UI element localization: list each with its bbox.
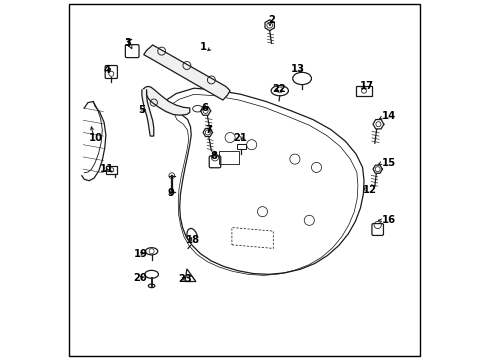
Text: 22: 22: [272, 84, 286, 94]
PathPatch shape: [143, 45, 230, 100]
Text: 15: 15: [381, 158, 395, 168]
Text: 12: 12: [363, 185, 377, 195]
Text: 5: 5: [138, 105, 145, 115]
Text: 7: 7: [204, 125, 211, 135]
Text: 8: 8: [210, 150, 217, 161]
Bar: [355, 86, 371, 96]
Text: 4: 4: [103, 65, 110, 75]
Text: 18: 18: [186, 235, 200, 246]
Text: 10: 10: [89, 132, 103, 143]
Text: 16: 16: [381, 215, 395, 225]
Text: 1: 1: [199, 42, 206, 52]
Text: 9: 9: [167, 188, 174, 198]
Bar: [106, 166, 117, 174]
PathPatch shape: [142, 89, 153, 136]
Text: 14: 14: [381, 111, 395, 121]
Text: 11: 11: [100, 164, 114, 174]
Text: 19: 19: [133, 249, 147, 259]
Text: 6: 6: [201, 103, 208, 113]
PathPatch shape: [142, 86, 189, 115]
Text: 17: 17: [359, 81, 373, 91]
Text: 3: 3: [124, 38, 131, 48]
Bar: [236, 144, 245, 149]
Text: 23: 23: [178, 274, 191, 284]
Text: 2: 2: [267, 15, 274, 25]
Text: 21: 21: [233, 132, 246, 143]
Text: 13: 13: [290, 64, 304, 74]
Bar: [219, 151, 239, 164]
Text: 20: 20: [133, 273, 147, 283]
